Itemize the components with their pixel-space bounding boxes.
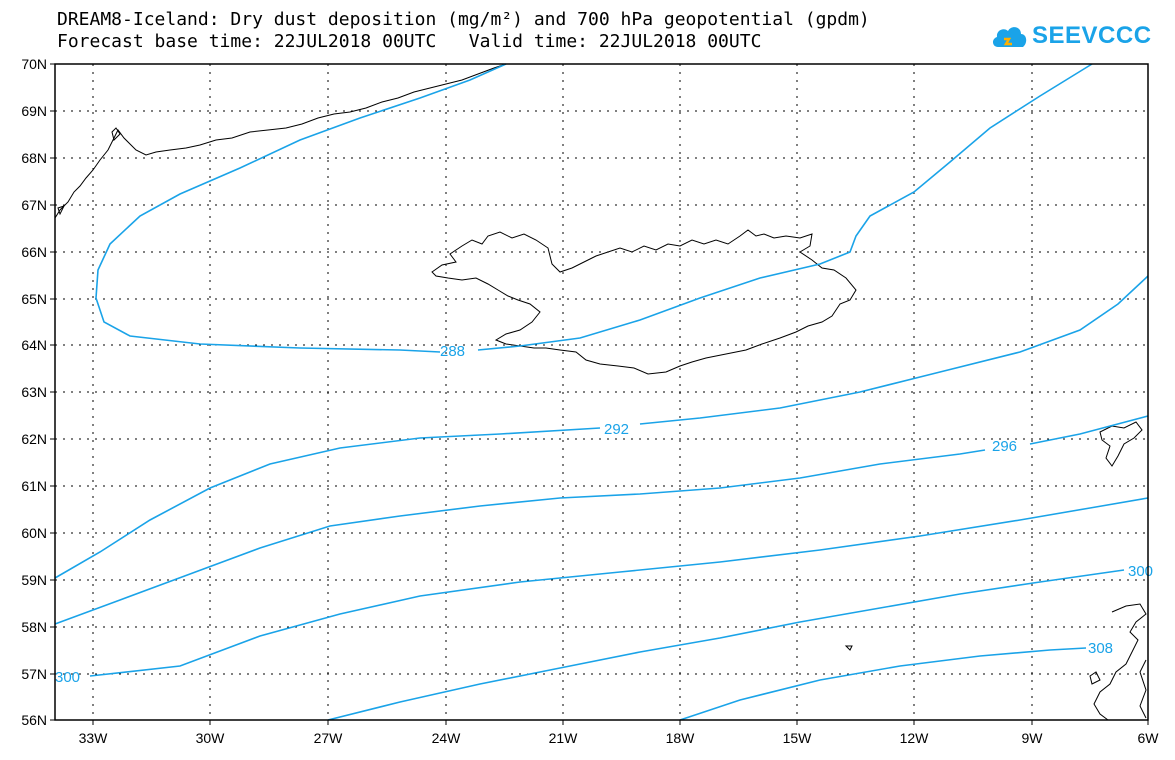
iceland-coast <box>431 229 857 375</box>
lon-label: 24W <box>432 730 462 746</box>
contour-300 <box>89 497 1149 677</box>
contour-label-300-west: 300 <box>55 669 80 686</box>
contour-label-288: 288 <box>440 343 465 360</box>
lat-label: 60N <box>21 525 47 541</box>
lon-label: 6W <box>1138 730 1160 746</box>
lon-label: 18W <box>666 730 696 746</box>
tick-marks <box>50 63 1149 725</box>
faroe-coast <box>1099 421 1143 467</box>
lat-label: 66N <box>21 244 47 260</box>
contour-label-300-east: 300 <box>1128 563 1153 580</box>
geopotential-contours <box>54 63 1149 721</box>
lon-label: 27W <box>314 730 344 746</box>
lat-label: 63N <box>21 384 47 400</box>
lat-label: 65N <box>21 291 47 307</box>
map-subtitle: Forecast base time: 22JUL2018 00UTC Vali… <box>57 31 762 52</box>
lon-label: 21W <box>549 730 579 746</box>
lat-label: 56N <box>21 712 47 728</box>
lat-label: 67N <box>21 197 47 213</box>
lat-gridlines <box>55 110 1148 675</box>
contour-labels: 288 292 296 300 300 308 <box>55 343 1153 686</box>
contour-304 <box>327 569 1125 721</box>
lon-gridlines <box>92 64 1033 720</box>
contour-288 <box>95 63 1093 353</box>
lon-label: 12W <box>900 730 930 746</box>
lat-labels: 70N 69N 68N 67N 66N 65N 64N 63N 62N 61N … <box>21 56 47 728</box>
contour-308 <box>679 647 1087 721</box>
scotland-coast <box>1093 603 1147 721</box>
contour-label-308: 308 <box>1088 640 1113 657</box>
logo-text: SEEVCCC <box>1032 22 1152 49</box>
lat-label: 68N <box>21 150 47 166</box>
greenland-coast <box>54 63 507 219</box>
cloud-icon <box>992 27 1027 47</box>
lon-label: 15W <box>783 730 813 746</box>
lat-label: 61N <box>21 478 47 494</box>
lat-label: 59N <box>21 572 47 588</box>
contour-label-296: 296 <box>992 438 1017 455</box>
map-title: DREAM8-Iceland: Dry dust deposition (mg/… <box>57 9 870 30</box>
lat-label: 57N <box>21 666 47 682</box>
lat-label: 62N <box>21 431 47 447</box>
lat-label: 64N <box>21 337 47 353</box>
coastline <box>54 63 1147 721</box>
lon-labels: 33W 30W 27W 24W 21W 18W 15W 12W 9W 6W <box>79 730 1160 746</box>
lon-label: 30W <box>196 730 226 746</box>
contour-label-292: 292 <box>604 421 629 438</box>
lat-label: 70N <box>21 56 47 72</box>
lon-label: 33W <box>79 730 109 746</box>
lon-label: 9W <box>1022 730 1044 746</box>
contour-292 <box>54 275 1149 579</box>
seevccc-logo: SEEVCCC <box>990 16 1152 56</box>
lat-label: 58N <box>21 619 47 635</box>
contour-296 <box>54 415 1149 625</box>
lat-label: 69N <box>21 103 47 119</box>
